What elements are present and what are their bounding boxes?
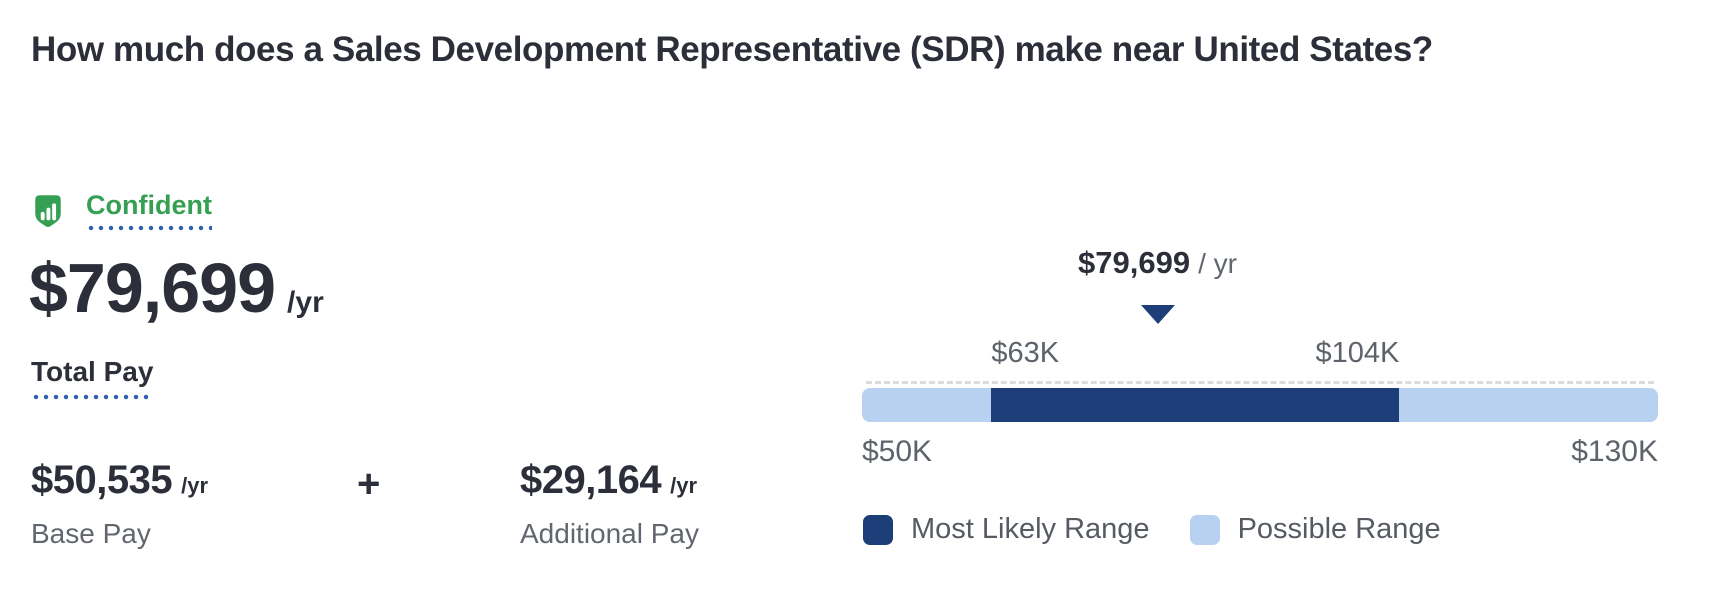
total-pay-value: $79,699 /yr: [29, 248, 324, 328]
most-likely-swatch-icon: [863, 514, 893, 545]
additional-pay-amount: $29,164: [520, 458, 662, 502]
total-pay-label[interactable]: Total Pay: [31, 356, 154, 400]
most-likely-range-bar: [991, 388, 1400, 422]
chart-legend: Most Likely Range Possible Range: [863, 513, 1441, 546]
additional-pay-block: $29,164 /yr Additional Pay: [520, 458, 699, 550]
chart-dashed-gridline: [866, 381, 1654, 384]
total-pay-amount: $79,699: [29, 249, 276, 327]
chart-pointer-amount: $79,699: [1078, 245, 1191, 280]
confidence-shield-icon: [35, 195, 61, 227]
chart-pointer-period: / yr: [1198, 248, 1237, 279]
page-title: How much does a Sales Development Repres…: [31, 30, 1433, 69]
axis-min-label: $50K: [862, 435, 933, 468]
confidence-badge[interactable]: Confident: [31, 190, 212, 231]
base-pay-block: $50,535 /yr Base Pay: [31, 458, 208, 550]
legend-item-possible: Possible Range: [1189, 513, 1441, 546]
base-pay-amount: $50,535: [31, 458, 173, 502]
most-likely-min-label: $63K: [991, 337, 1060, 369]
chart-pointer-triangle-icon: [1140, 305, 1175, 324]
possible-range-bar: [862, 388, 1658, 422]
salary-range-chart: $79,699 / yr $63K $104K $50K $130K Most …: [862, 245, 1658, 555]
base-pay-period: /yr: [181, 473, 209, 498]
most-likely-max-label: $104K: [1315, 337, 1400, 369]
possible-swatch-icon: [1189, 514, 1220, 545]
base-pay-label: Base Pay: [31, 518, 151, 549]
chart-pointer-label: $79,699 / yr: [1078, 245, 1237, 281]
plus-sign: +: [357, 462, 381, 506]
legend-item-most-likely: Most Likely Range: [863, 513, 1150, 546]
legend-label-most-likely: Most Likely Range: [911, 513, 1150, 545]
additional-pay-label: Additional Pay: [520, 518, 700, 549]
legend-label-possible: Possible Range: [1237, 513, 1441, 545]
axis-max-label: $130K: [1571, 435, 1658, 468]
additional-pay-period: /yr: [670, 473, 698, 498]
total-pay-period: /yr: [287, 286, 324, 319]
confidence-label: Confident: [86, 190, 212, 231]
